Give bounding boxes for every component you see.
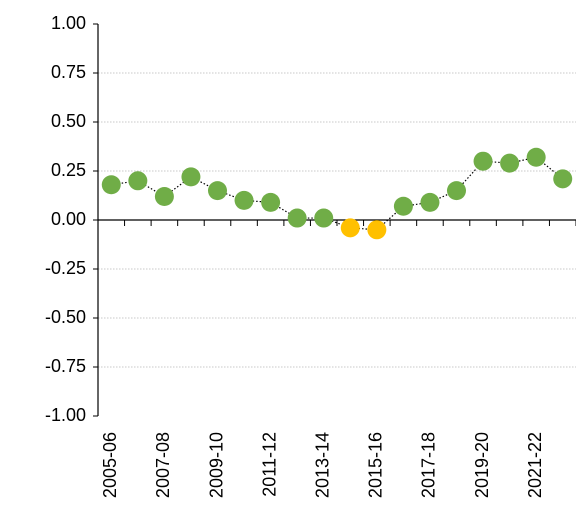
data-point — [261, 192, 281, 212]
y-tick-label: 0.00 — [51, 209, 86, 229]
x-tick-label: 2011-12 — [259, 432, 279, 497]
y-tick-label: 1.00 — [51, 13, 86, 33]
x-tick-label: 2015-16 — [366, 432, 386, 498]
y-tick-label: -0.50 — [45, 307, 86, 327]
data-point — [154, 186, 174, 206]
y-tick-label: 0.75 — [51, 62, 86, 82]
data-point — [101, 175, 121, 195]
data-point — [287, 208, 307, 228]
x-tick-label: 2017-18 — [419, 432, 439, 498]
data-point — [500, 153, 520, 173]
series-line — [111, 156, 564, 231]
data-point — [447, 181, 466, 201]
data-point — [526, 147, 546, 167]
y-tick-label: -0.25 — [45, 258, 86, 278]
data-point — [128, 171, 148, 191]
data-point — [393, 196, 413, 216]
data-point — [473, 151, 493, 171]
y-tick-label: 0.25 — [51, 160, 86, 180]
data-point — [340, 218, 360, 238]
y-tick-label: -0.75 — [45, 356, 86, 376]
data-point — [181, 167, 201, 187]
x-tick-label: 2019-20 — [472, 432, 492, 498]
data-point — [367, 220, 387, 240]
x-tick-label: 2009-10 — [206, 432, 226, 498]
x-tick-label: 2013-14 — [312, 432, 332, 498]
x-tick-label: 2007-08 — [153, 432, 173, 498]
y-tick-label: 0.50 — [51, 111, 86, 131]
data-point — [234, 190, 254, 210]
y-tick-label: -1.00 — [45, 405, 86, 425]
x-tick-label: 2021-22 — [525, 432, 545, 498]
x-tick-label: 2005-06 — [100, 432, 120, 498]
data-point — [314, 208, 334, 228]
data-point — [208, 181, 227, 201]
data-point — [553, 169, 573, 189]
data-point — [420, 192, 440, 212]
